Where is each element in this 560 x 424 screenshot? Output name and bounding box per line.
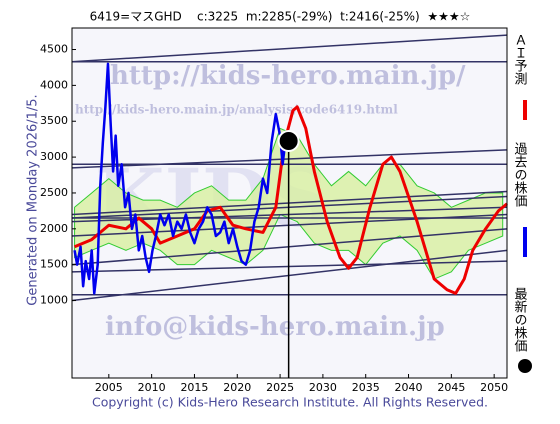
trend-line	[71, 190, 508, 216]
trend-line	[71, 206, 508, 223]
trend-line	[71, 213, 508, 237]
y-tick-label: 4000	[40, 78, 68, 91]
watermark: info@kids-hero.main.jp	[105, 312, 445, 342]
x-tick-label: 2020	[223, 381, 251, 394]
x-tick-label: 2025	[266, 381, 294, 394]
watermark: http://kids-hero.main.jp/analysis/code64…	[75, 103, 398, 117]
x-tick-label: 2005	[95, 381, 123, 394]
y-tick-label: 2500	[40, 186, 68, 199]
y-tick-label: 4500	[40, 43, 68, 56]
y-tick-label: 2000	[40, 222, 68, 235]
trend-line	[71, 195, 508, 219]
generated-note: Generated on Monday 2026/1/5.	[26, 94, 41, 305]
y-tick-label: 3500	[40, 114, 68, 127]
y-tick-label: 3000	[40, 150, 68, 163]
plot-area	[71, 34, 508, 378]
trend-line	[71, 249, 508, 302]
x-tick-label: 2040	[395, 381, 423, 394]
x-tick-label: 2035	[352, 381, 380, 394]
plot-border	[71, 27, 508, 379]
x-tick-label: 2015	[180, 381, 208, 394]
legend-label: ＡＩ予測	[512, 33, 528, 85]
watermark: http://kids-hero.main.jp/	[110, 61, 466, 91]
trend-line	[71, 228, 508, 266]
series-line	[73, 62, 290, 295]
legend-label: 最新の株価	[512, 287, 528, 352]
y-tick-label: 1500	[40, 258, 68, 271]
y-tick-label: 1000	[40, 294, 68, 307]
x-tick-label: 2010	[138, 381, 166, 394]
x-tick-label: 2050	[480, 381, 508, 394]
legend-swatch	[518, 359, 532, 373]
trend-line	[71, 34, 508, 63]
x-tick-label: 2045	[437, 381, 465, 394]
series-line	[73, 105, 508, 295]
legend-label: 過去の株価	[512, 142, 528, 207]
chart-title: 6419=マスGHD c:3225 m:2285(-29%) t:2416(-2…	[90, 10, 471, 24]
latest-point	[277, 129, 300, 152]
copyright: Copyright (c) Kids-Hero Research Institu…	[92, 395, 488, 410]
trend-line	[71, 260, 508, 273]
x-tick-label: 2030	[309, 381, 337, 394]
